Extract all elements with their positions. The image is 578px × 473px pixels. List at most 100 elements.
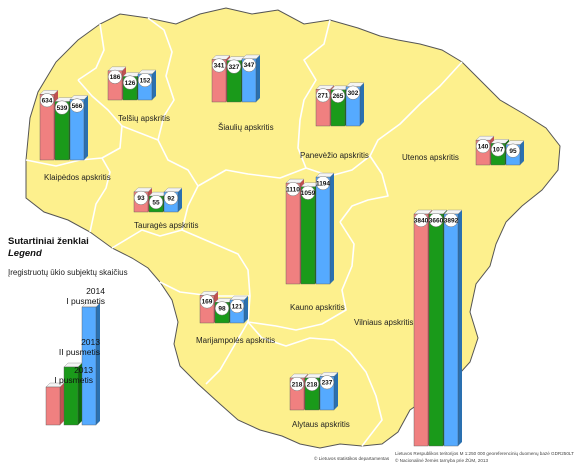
bar-side xyxy=(244,296,248,323)
value-badge xyxy=(241,57,257,72)
value-badge xyxy=(148,195,164,210)
value-badge xyxy=(475,139,491,154)
region-border xyxy=(111,139,199,249)
value-badge xyxy=(54,100,70,115)
region-border xyxy=(305,61,463,177)
bar-value-alytaus-3: 237 xyxy=(322,380,333,387)
bar-value-siauliu-1: 341 xyxy=(214,63,225,70)
bar-value-vilniaus-1: 3840 xyxy=(414,217,429,224)
bar-value-klaipedos-1: 634 xyxy=(42,98,53,105)
region-borders xyxy=(25,17,463,447)
region-labels: Klaipėdos apskritis Telšių apskritis Šiaul… xyxy=(44,114,459,429)
bar-value-siauliu-2: 327 xyxy=(229,64,240,71)
bar-chart-siauliu: 341 327 347 xyxy=(211,54,261,103)
legend-bar-2 xyxy=(63,366,79,426)
region-border xyxy=(247,221,355,331)
legend-sample-bars xyxy=(45,302,101,426)
value-badge xyxy=(229,298,245,314)
credit-land-service: © Nacionalinė žemės tarnyba prie ŽŪM, 20… xyxy=(395,458,489,463)
region-border xyxy=(339,155,389,223)
bar-vilniaus-2 xyxy=(428,213,444,447)
bar-vilniaus-1 xyxy=(413,213,429,447)
region-label-panevezio: Panevėžio apskritis xyxy=(300,151,369,160)
value-badge xyxy=(315,88,331,103)
value-badge xyxy=(289,376,305,392)
value-badge xyxy=(226,59,242,74)
bar-side xyxy=(458,210,462,446)
bar-chart-taurages: 93 55 92 xyxy=(133,187,183,213)
bar-chart-marijampoles: 169 98 121 xyxy=(199,291,249,324)
bar-side xyxy=(520,140,524,165)
value-badge xyxy=(443,212,459,228)
bar-side xyxy=(360,82,364,126)
region-label-klaipedos: Klaipėdos apskritis xyxy=(44,173,111,182)
bar-kauno-2 xyxy=(300,186,316,285)
value-badge xyxy=(107,69,123,84)
bar-value-panevezio-2: 265 xyxy=(333,93,344,100)
value-badge xyxy=(428,212,444,228)
bar-value-telsiu-3: 152 xyxy=(140,77,151,84)
legend-bar-3 xyxy=(81,306,97,426)
bar-chart-panevezio: 271 265 302 xyxy=(315,82,365,127)
legend-period-2: 2013 II pusmetis xyxy=(59,337,100,357)
bar-value-alytaus-2: 218 xyxy=(307,381,318,388)
bar-value-kauno-3: 1194 xyxy=(316,180,330,187)
value-badge xyxy=(69,98,85,113)
value-badge xyxy=(122,75,138,90)
legend-period-1: 2013 I pusmetis xyxy=(54,365,93,385)
bar-side xyxy=(334,372,338,410)
bar-side xyxy=(152,70,156,100)
bar-value-telsiu-2: 126 xyxy=(125,80,136,87)
bar-value-telsiu-1: 186 xyxy=(110,74,121,81)
value-badge xyxy=(345,85,361,100)
legend-description: Įregistruotų ūkio subjektų skaičius xyxy=(8,268,128,277)
legend-bar-side xyxy=(60,383,64,425)
bar-value-utenos-3: 95 xyxy=(509,148,517,155)
region-label-marijampoles: Marijampolės apskritis xyxy=(196,336,275,345)
region-border xyxy=(159,281,250,297)
bar-value-taurages-1: 93 xyxy=(137,195,145,202)
legend-period-3-half: I pusmetis xyxy=(66,295,105,306)
bar-chart-telsiu: 186 126 152 xyxy=(107,66,157,101)
value-badge xyxy=(163,190,179,206)
region-label-siauliu: Šiaulių apskritis xyxy=(218,123,274,132)
bar-value-klaipedos-2: 539 xyxy=(57,105,68,112)
value-badge xyxy=(137,72,153,88)
region-border xyxy=(205,321,249,385)
bar-value-kauno-1: 1110 xyxy=(286,186,300,193)
value-badge xyxy=(211,58,227,73)
legend-title: Sutartiniai ženklai xyxy=(8,236,89,247)
region-border xyxy=(77,23,105,81)
bar-value-alytaus-1: 218 xyxy=(292,381,303,388)
bar-value-vilniaus-2: 3660 xyxy=(429,217,444,224)
region-label-utenos: Utenos apskritis xyxy=(402,153,459,162)
bar-value-marijampoles-2: 98 xyxy=(218,306,226,313)
value-badge xyxy=(315,176,331,191)
value-badge xyxy=(319,375,335,390)
region-border xyxy=(121,17,175,141)
legend-period-2-year: 2013 xyxy=(81,337,100,347)
legend-period-1-year: 2013 xyxy=(74,365,93,375)
legend-period-1-half: I pusmetis xyxy=(54,374,93,385)
legend-bar-side xyxy=(78,363,82,425)
bar-value-utenos-2: 107 xyxy=(493,147,504,154)
value-badge xyxy=(214,301,230,316)
bar-side xyxy=(84,95,88,160)
bar-value-vilniaus-3: 3892 xyxy=(444,217,459,224)
region-border xyxy=(25,157,103,167)
value-badge xyxy=(505,143,521,158)
value-badge xyxy=(300,185,316,200)
bar-chart-alytaus: 218 218 237 xyxy=(289,372,339,411)
bar-chart-utenos: 140 107 95 xyxy=(475,135,525,166)
bar-side xyxy=(256,54,260,102)
legend-subtitle: Legend xyxy=(8,248,42,259)
credit-statistics: © Lietuvos statistikos departamentas xyxy=(314,456,390,461)
region-label-vilniaus: Vilniaus apskritis xyxy=(354,318,413,327)
credit-database: Lietuvos Respublikos teritorijos M 1:250… xyxy=(395,451,574,456)
region-border xyxy=(247,321,383,447)
bar-value-klaipedos-3: 566 xyxy=(72,103,83,110)
bar-value-kauno-2: 1059 xyxy=(301,190,316,197)
legend-bar-1 xyxy=(45,386,61,426)
